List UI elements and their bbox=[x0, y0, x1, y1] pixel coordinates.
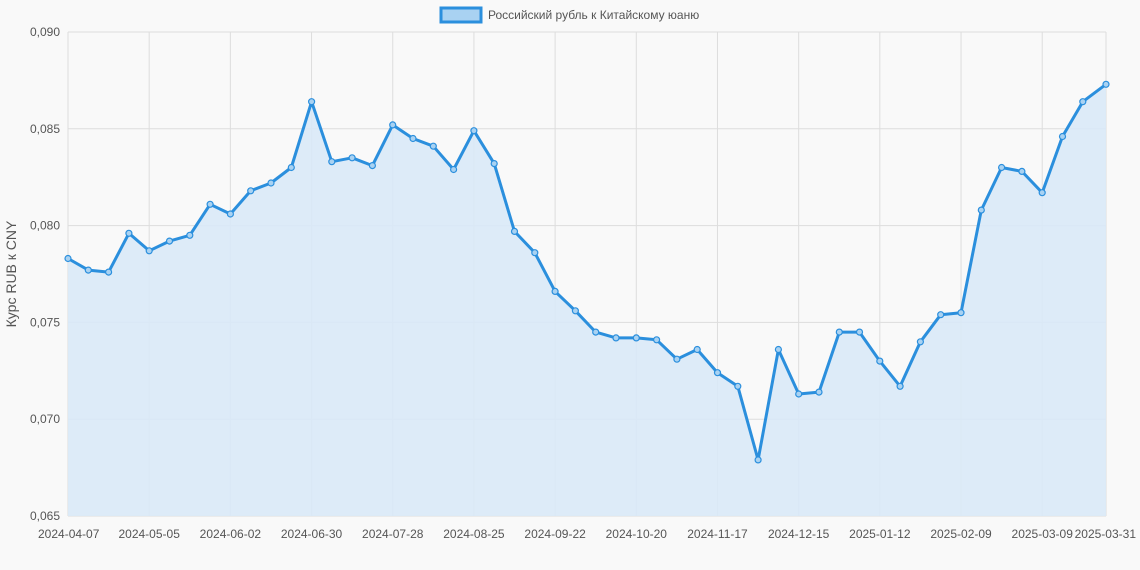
data-point[interactable] bbox=[429, 142, 437, 150]
data-point[interactable] bbox=[470, 127, 478, 135]
data-point[interactable] bbox=[308, 98, 316, 106]
y-axis-title: Курс RUB к CNY bbox=[3, 220, 19, 327]
data-point[interactable] bbox=[652, 336, 661, 344]
x-tick-label: 2024-06-02 bbox=[200, 527, 262, 541]
y-tick-label: 0,065 bbox=[30, 509, 60, 523]
data-point[interactable] bbox=[673, 355, 681, 363]
data-point[interactable] bbox=[916, 338, 925, 346]
data-point[interactable] bbox=[795, 390, 803, 398]
x-tick-label: 2024-11-17 bbox=[687, 527, 748, 541]
data-point[interactable] bbox=[226, 210, 234, 218]
area-fill bbox=[68, 84, 1106, 517]
data-point[interactable] bbox=[754, 456, 762, 464]
data-point[interactable] bbox=[389, 121, 397, 129]
data-point[interactable] bbox=[531, 249, 539, 257]
data-point[interactable] bbox=[1079, 98, 1087, 106]
data-point[interactable] bbox=[1038, 189, 1046, 197]
area-fill-path bbox=[68, 84, 1106, 517]
series-line bbox=[67, 83, 1107, 462]
x-tick-label: 2024-05-05 bbox=[118, 527, 180, 541]
data-point[interactable] bbox=[328, 158, 336, 166]
data-point[interactable] bbox=[551, 287, 559, 295]
data-point[interactable] bbox=[247, 187, 255, 195]
x-tick-label: 2024-06-30 bbox=[281, 527, 343, 541]
y-tick-label: 0,080 bbox=[30, 219, 60, 233]
x-tick-label: 2024-10-20 bbox=[606, 527, 668, 541]
data-point[interactable] bbox=[287, 163, 295, 172]
data-point[interactable] bbox=[510, 227, 519, 235]
x-tick-label: 2025-02-09 bbox=[930, 527, 992, 541]
data-point[interactable] bbox=[206, 200, 214, 208]
data-point[interactable] bbox=[997, 163, 1006, 172]
data-point[interactable] bbox=[592, 328, 600, 336]
data-point[interactable] bbox=[571, 307, 580, 315]
data-point[interactable] bbox=[713, 369, 722, 377]
data-point[interactable] bbox=[612, 334, 620, 342]
x-tick-label: 2025-03-09 bbox=[1012, 527, 1074, 541]
legend-swatch bbox=[439, 6, 483, 24]
y-tick-label: 0,090 bbox=[30, 25, 60, 39]
data-point[interactable] bbox=[937, 311, 945, 319]
data-point[interactable] bbox=[64, 254, 72, 263]
legend-label: Российский рубль к Китайскому юаню bbox=[488, 8, 699, 22]
data-point[interactable] bbox=[835, 328, 843, 336]
x-tick-label: 2024-09-22 bbox=[524, 527, 586, 541]
legend[interactable]: Российский рубль к Китайскому юаню bbox=[439, 6, 699, 24]
data-point[interactable] bbox=[450, 165, 458, 174]
data-point[interactable] bbox=[957, 309, 965, 317]
series-line-path bbox=[67, 83, 1107, 462]
x-axis-ticks: 2024-04-07 2024-05-05 2024-06-02 2024-06-30… bbox=[38, 527, 1136, 541]
x-tick-label: 2025-01-12 bbox=[849, 527, 911, 541]
data-point[interactable] bbox=[896, 382, 904, 390]
y-axis-ticks: 0,065 0,070 0,075 0,080 0,085 0,090 bbox=[30, 25, 60, 523]
data-point[interactable] bbox=[267, 179, 275, 187]
x-tick-label: 2024-07-28 bbox=[362, 527, 424, 541]
data-point[interactable] bbox=[855, 328, 864, 336]
y-tick-label: 0,085 bbox=[30, 122, 60, 136]
data-point[interactable] bbox=[490, 160, 498, 168]
y-tick-label: 0,070 bbox=[30, 412, 60, 426]
data-point[interactable] bbox=[1018, 167, 1026, 175]
x-tick-label: 2024-08-25 bbox=[443, 527, 505, 541]
data-point[interactable] bbox=[815, 388, 823, 396]
data-point[interactable] bbox=[632, 334, 640, 342]
data-points bbox=[64, 80, 1110, 464]
data-point[interactable] bbox=[348, 154, 356, 162]
data-point[interactable] bbox=[774, 345, 783, 354]
data-point[interactable] bbox=[84, 266, 92, 274]
data-point[interactable] bbox=[876, 357, 884, 365]
data-point[interactable] bbox=[145, 247, 153, 255]
data-point[interactable] bbox=[734, 382, 742, 390]
data-point[interactable] bbox=[1058, 132, 1067, 141]
y-tick-label: 0,075 bbox=[30, 315, 60, 329]
data-point[interactable] bbox=[693, 345, 701, 354]
data-point[interactable] bbox=[1102, 80, 1110, 88]
x-tick-label: 2024-12-15 bbox=[768, 527, 830, 541]
data-point[interactable] bbox=[409, 134, 417, 143]
data-point[interactable] bbox=[104, 268, 113, 276]
data-point[interactable] bbox=[368, 162, 376, 170]
x-tick-label: 2025-03-31 bbox=[1075, 527, 1137, 541]
x-tick-label: 2024-04-07 bbox=[38, 527, 100, 541]
data-point[interactable] bbox=[165, 237, 174, 245]
data-point[interactable] bbox=[186, 231, 194, 239]
data-point[interactable] bbox=[125, 229, 133, 237]
data-point[interactable] bbox=[977, 206, 985, 214]
